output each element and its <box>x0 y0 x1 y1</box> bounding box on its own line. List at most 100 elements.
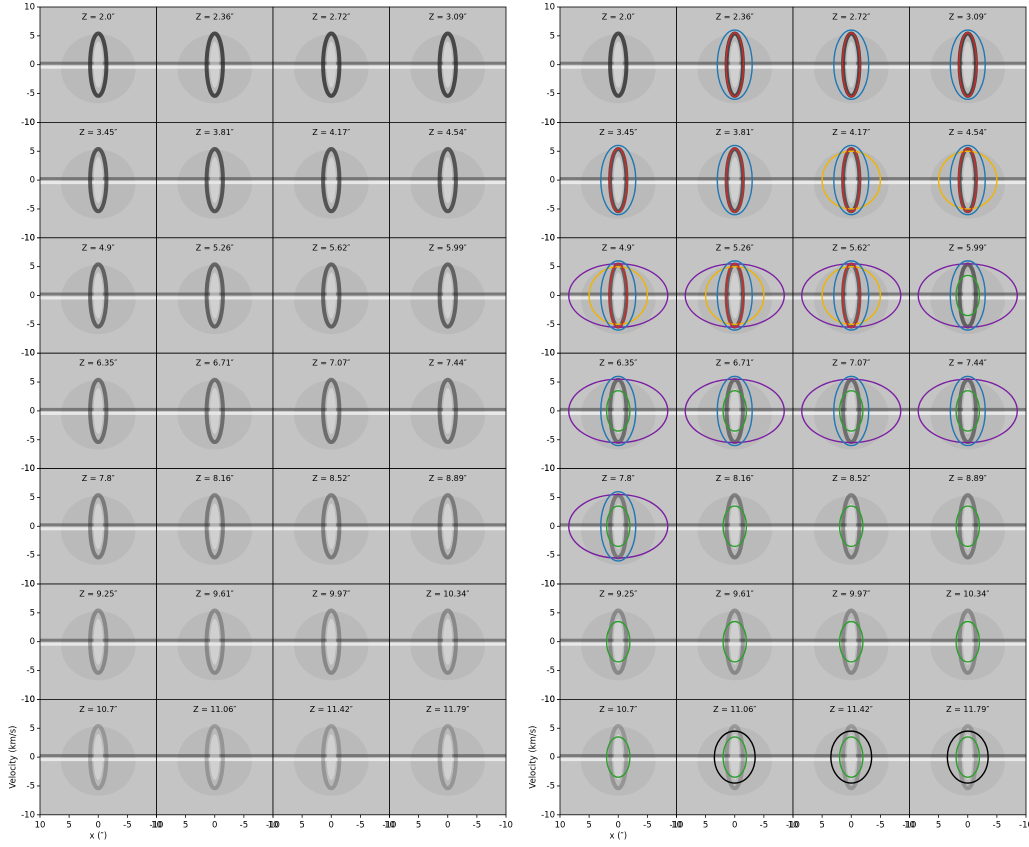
panel-label: Z = 7.44″ <box>429 359 467 368</box>
x-tick-label: -5 <box>876 820 884 830</box>
y-tick-label: 0 <box>30 60 35 70</box>
fit-ellipse <box>949 375 986 447</box>
y-tick-label: 10 <box>24 233 35 243</box>
fit-ellipse <box>958 147 978 213</box>
image-blob-core <box>613 503 623 550</box>
image-blob <box>204 262 225 329</box>
image-blob <box>608 31 629 98</box>
fit-ellipse <box>958 32 978 98</box>
y-tick-label: 10 <box>544 695 555 705</box>
y-tick-label: 0 <box>30 176 35 186</box>
panel-label: Z = 2.36″ <box>716 13 754 22</box>
panel-label: Z = 9.61″ <box>716 590 754 599</box>
image-blob-core <box>613 387 623 434</box>
image-blob-core <box>326 157 336 204</box>
panel: Z = 4.9″ <box>40 237 157 354</box>
image-blob-core <box>963 157 973 204</box>
y-tick-label: -5 <box>27 320 35 330</box>
panel-label: Z = 9.25″ <box>79 590 117 599</box>
panel: Z = 7.44″ <box>909 353 1026 469</box>
x-tick-label: 5 <box>936 820 941 830</box>
y-tick-label: 0 <box>30 522 35 532</box>
image-blob-core <box>963 734 973 781</box>
image-blob-core <box>93 272 103 319</box>
panel: Z = 7.44″ <box>389 353 506 469</box>
image-blob-core <box>963 503 973 550</box>
fit-ellipse <box>949 29 986 101</box>
fit-ellipse <box>838 505 864 548</box>
image-blob <box>608 608 629 675</box>
image-blob-core <box>443 734 453 781</box>
fit-ellipse <box>605 736 631 778</box>
y-tick-label: 0 <box>550 522 555 532</box>
image-blob <box>321 262 342 329</box>
y-tick-label: -10 <box>21 464 35 474</box>
y-tick-label: -10 <box>21 233 35 243</box>
fit-ellipse <box>841 147 861 213</box>
y-tick-label: -5 <box>547 781 555 791</box>
panel-label: Z = 9.25″ <box>599 590 637 599</box>
image-blob-core <box>730 618 740 665</box>
y-tick-label: -10 <box>541 695 555 705</box>
panel-label: Z = 7.44″ <box>949 359 987 368</box>
panel-label: Z = 3.09″ <box>949 13 987 22</box>
panel: Z = 7.07″ <box>793 353 910 469</box>
panel-label: Z = 10.7″ <box>599 705 637 714</box>
panel: Z = 3.45″ <box>40 122 157 238</box>
fit-ellipse <box>600 490 637 562</box>
panel: Z = 11.06″ <box>156 699 273 815</box>
x-tick-label: 0 <box>965 820 970 830</box>
x-tick-label: 5 <box>416 820 421 830</box>
x-tick-label: 0 <box>212 820 217 830</box>
panel: Z = 7.8″ <box>560 468 677 584</box>
panel: Z = 11.06″ <box>676 699 793 815</box>
fit-ellipse <box>955 620 981 663</box>
image-blob-core <box>443 503 453 550</box>
image-blob-core <box>963 272 973 319</box>
x-tick-label: -10 <box>786 820 800 830</box>
panel-label: Z = 7.07″ <box>312 359 350 368</box>
panel: Z = 6.35″ <box>560 353 677 469</box>
x-tick-label: 10 <box>151 820 162 830</box>
x-tick-label: -5 <box>473 820 481 830</box>
panel: Z = 11.42″ <box>273 699 390 815</box>
image-blob <box>724 723 745 791</box>
panel: Z = 2.0″ <box>560 7 677 123</box>
panel-label: Z = 6.35″ <box>79 359 117 368</box>
fit-ellipse <box>605 505 631 548</box>
fit-ellipse <box>917 378 1018 444</box>
panel-label: Z = 8.89″ <box>949 474 987 483</box>
panel: Z = 10.34″ <box>909 584 1026 700</box>
panel-label: Z = 10.34″ <box>946 590 989 599</box>
y-tick-label: 5 <box>30 724 35 734</box>
y-tick-label: 5 <box>30 31 35 41</box>
image-blob <box>204 146 225 214</box>
image-blob-core <box>326 41 336 88</box>
y-tick-label: -10 <box>21 580 35 590</box>
y-tick-label: -10 <box>541 118 555 128</box>
x-tick-label: 10 <box>268 820 279 830</box>
y-tick-label: 10 <box>544 580 555 590</box>
x-axis-label: x (″) <box>609 831 627 841</box>
y-tick-label: -5 <box>547 666 555 676</box>
x-tick-label: 10 <box>904 820 915 830</box>
fit-ellipse <box>955 505 981 548</box>
image-blob <box>321 723 342 791</box>
fit-ellipse <box>949 144 986 216</box>
image-blob <box>88 146 109 214</box>
image-blob-core <box>326 387 336 434</box>
image-blob-core <box>613 618 623 665</box>
image-blob <box>437 608 458 675</box>
x-tick-label: 5 <box>586 820 591 830</box>
y-tick-label: 10 <box>24 464 35 474</box>
panel: Z = 10.34″ <box>389 584 506 700</box>
x-tick-label: 10 <box>671 820 682 830</box>
x-tick-label: -5 <box>356 820 364 830</box>
panel: Z = 9.61″ <box>156 584 273 700</box>
y-tick-label: 5 <box>30 378 35 388</box>
image-blob <box>204 31 225 98</box>
fit-ellipse <box>605 390 631 432</box>
x-tick-label: 5 <box>819 820 824 830</box>
panel: Z = 7.8″ <box>40 468 157 584</box>
y-tick-label: 5 <box>30 608 35 618</box>
